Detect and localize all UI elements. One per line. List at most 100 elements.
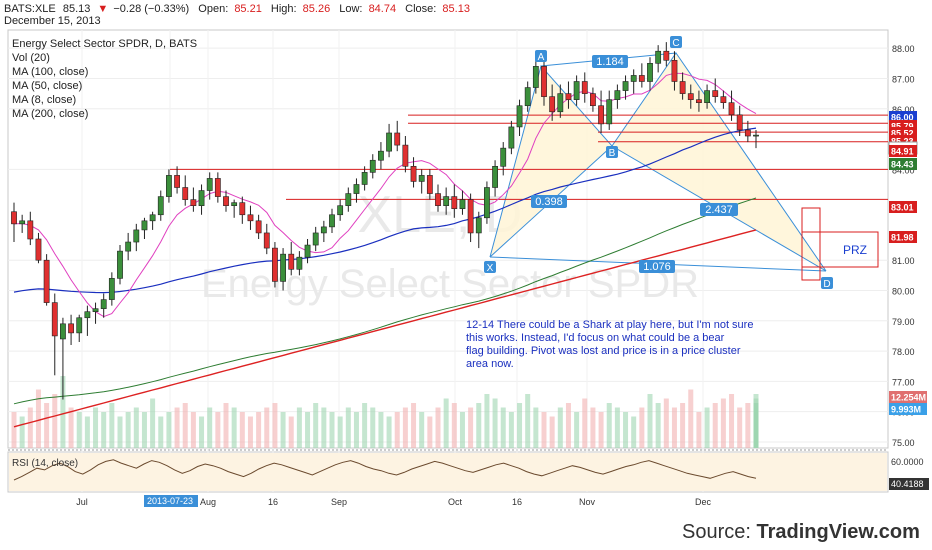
volume-bar-51 [427,416,433,448]
candle-body-60 [500,147,507,167]
volume-bar-0 [11,412,17,448]
time-axis[interactable]: Jul 2013-07-23 Aug 16 Sep Oct 16 Nov Dec [76,495,711,507]
volume-bar-38 [321,407,327,448]
candle-14 [125,232,132,261]
candle-66 [549,84,556,121]
candle-80 [663,42,670,67]
last-price: 85.13 [63,3,91,15]
candle-37 [312,226,319,252]
candle-63 [524,81,531,112]
prz-small-box [801,207,821,281]
candle-body-39 [329,214,335,228]
candle-body-52 [435,193,441,206]
candle-38 [320,220,327,243]
legend-series-title[interactable]: Energy Select Sector SPDR, D, BATS [12,38,197,50]
candle-body-77 [638,75,645,82]
legend-volume[interactable]: Vol (20) [12,52,50,64]
candle-22 [190,187,197,212]
price-tag-2: 85.52 [891,129,914,139]
open-value: 85.21 [234,3,262,15]
candle-body-15 [133,229,140,243]
ma8-line [13,72,757,318]
volume-bars [11,376,759,448]
candle-68 [565,81,572,109]
volume-bar-5 [52,394,58,448]
candle-body-65 [541,66,547,97]
y-tick-10: 80.00 [892,286,915,296]
candle-26 [223,190,229,212]
candle-88 [728,90,735,121]
source-brand: TradingView.com [756,521,919,543]
volume-bar-61 [508,412,514,448]
ma100-line [13,197,757,405]
candle-62 [516,99,523,137]
volume-bar-2 [27,407,33,448]
candle-2 [27,211,34,246]
candle-body-72 [598,105,604,125]
candle-body-48 [402,144,409,167]
volume-bar-18 [158,416,164,448]
volume-bar-87 [720,398,726,448]
harmonic-pattern: PRZ [489,52,879,281]
candle-body-44 [369,159,376,173]
candle-36 [304,239,311,264]
volume-bar-67 [557,407,563,448]
volume-bar-84 [696,412,702,448]
volume-bar-7 [68,407,74,448]
candle-27 [231,199,238,218]
volume-tag-1: 9.993M [891,405,921,415]
candle-body-37 [312,232,319,246]
volume-bar-27 [231,407,237,448]
legend-ma200[interactable]: MA (200, close) [12,108,88,120]
candle-57 [475,211,482,249]
volume-bar-8 [76,412,82,448]
price-tag-6: 84.43 [891,160,914,170]
volume-bar-50 [419,412,425,448]
candle-body-80 [663,50,670,61]
candle-45 [378,142,384,170]
y-tick-9: 81.00 [892,256,915,266]
candle-31 [263,223,270,255]
candle-body-68 [565,93,572,100]
crosshair-date-bg [144,495,198,507]
candle-body-9 [84,311,91,319]
candle-body-82 [679,81,686,94]
note-line-3: flag building. Pivot was lost and price … [466,345,741,357]
pattern-xab-fill [490,66,612,257]
candle-42 [353,178,360,203]
price-tags: 86.0085.7985.5285.2385.1384.9184.4383.01… [888,111,927,415]
candle-75 [622,75,629,100]
candle-body-32 [272,247,278,282]
candle-body-33 [280,253,286,282]
candle-33 [280,248,286,291]
candle-body-73 [606,99,613,125]
candle-body-14 [125,241,132,252]
moving-averages [13,72,757,428]
candle-69 [573,75,580,106]
candle-54 [451,184,458,218]
candle-15 [133,223,140,252]
x-tick-2: Aug [200,497,216,507]
candle-76 [630,69,637,94]
symbol: BATS:XLE [4,3,56,15]
legend-ma8[interactable]: MA (8, close) [12,94,76,106]
volume-bar-14 [125,412,131,448]
candle-78 [647,57,653,91]
legend[interactable]: Energy Select Sector SPDR, D, BATS Vol (… [12,38,197,120]
candle-body-62 [516,105,523,128]
legend-ma50[interactable]: MA (50, close) [12,80,82,92]
candle-body-5 [51,302,58,337]
candle-46 [386,123,392,158]
candle-body-66 [549,96,556,113]
candle-16 [141,217,148,239]
volume-tag-bg-1 [889,403,927,415]
legend-ma100[interactable]: MA (100, close) [12,66,88,78]
candle-body-61 [508,126,515,149]
ratio-ab-bc: 1.184 [596,56,624,68]
high-value: 85.26 [303,3,331,15]
candle-60 [500,142,507,176]
candle-73 [606,90,613,130]
close-label: Close: [405,3,436,15]
